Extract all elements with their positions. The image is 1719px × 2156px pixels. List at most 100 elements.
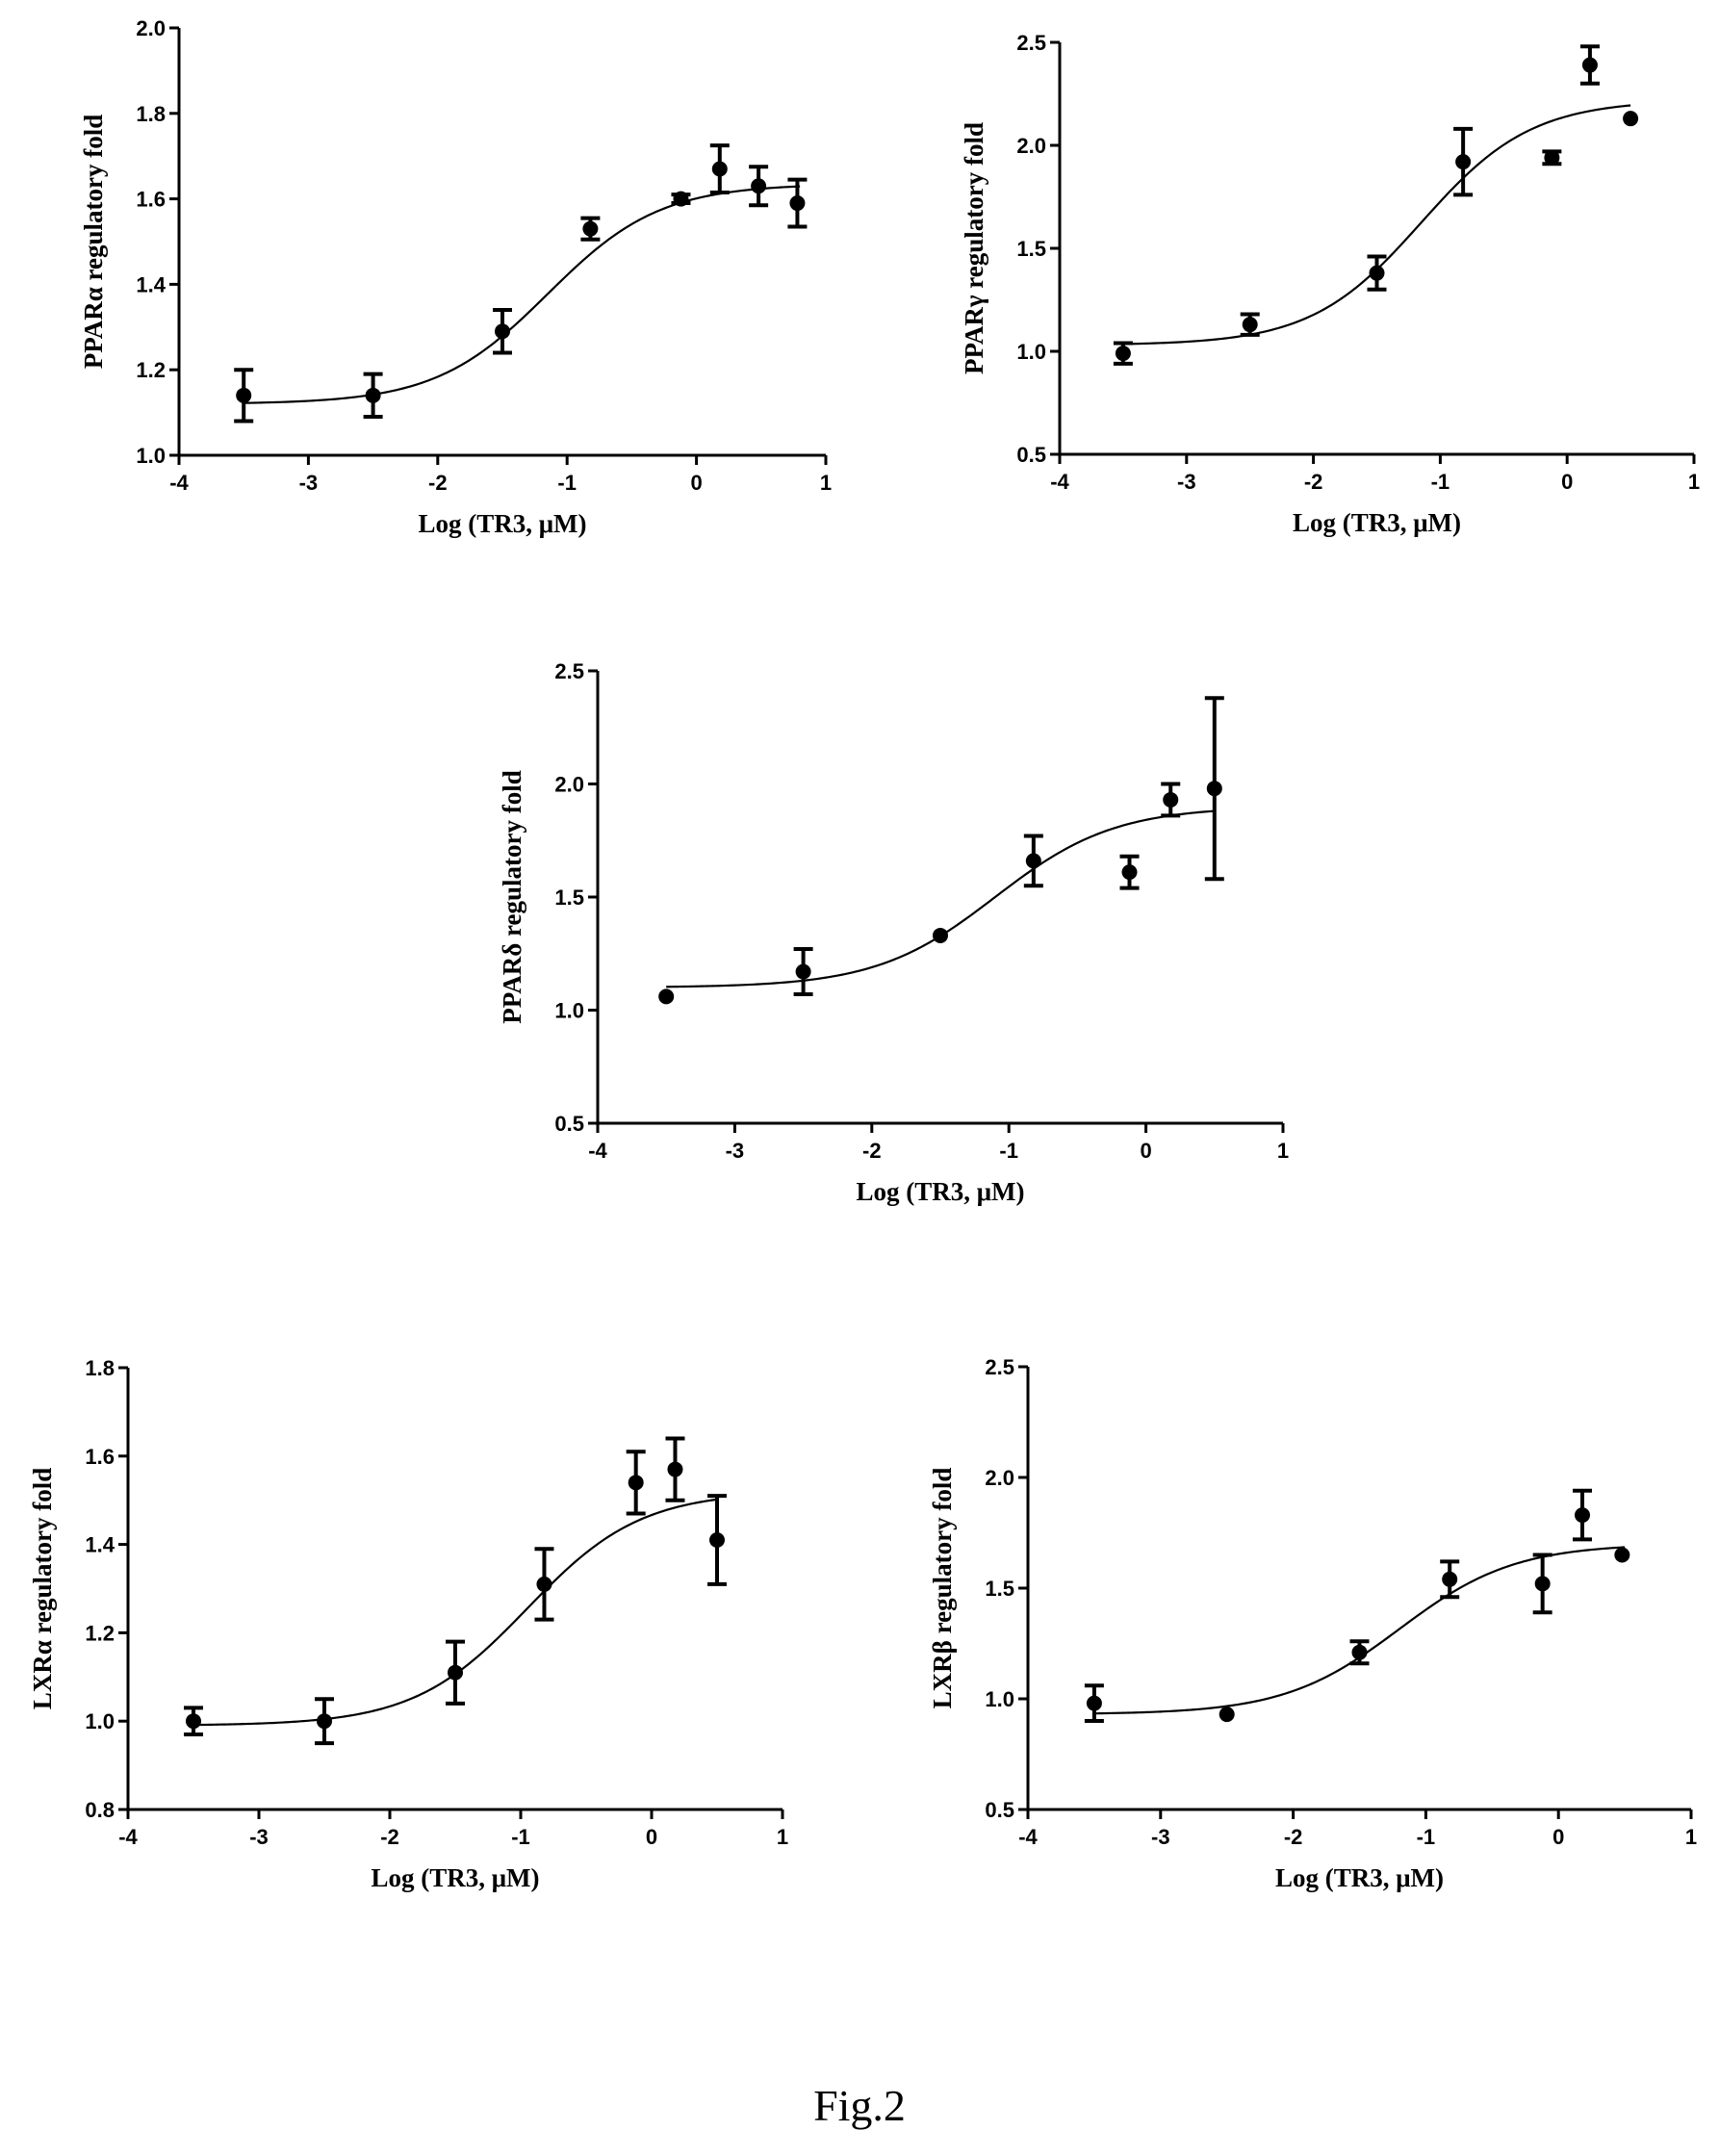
x-tick-label: 0 bbox=[1561, 470, 1573, 494]
fit-curve bbox=[1122, 104, 1631, 346]
x-tick-label: -1 bbox=[1431, 470, 1450, 494]
data-point bbox=[787, 177, 808, 229]
x-tick-label: -2 bbox=[380, 1825, 399, 1849]
x-tick-label: -1 bbox=[999, 1139, 1018, 1163]
x-tick-label: 1 bbox=[1685, 1825, 1697, 1849]
y-tick-label: 1.4 bbox=[85, 1533, 115, 1557]
y-tick-label: 1.8 bbox=[136, 102, 166, 126]
point-marker bbox=[709, 1532, 725, 1549]
x-axis-title: Log (TR3, μM) bbox=[1275, 1863, 1444, 1892]
point-marker bbox=[495, 323, 510, 340]
y-tick-label: 1.6 bbox=[85, 1445, 115, 1469]
y-tick-label: 2.0 bbox=[136, 16, 166, 40]
y-axis-title: PPARγ regulatory fold bbox=[960, 122, 988, 374]
x-tick-label: -2 bbox=[1284, 1825, 1303, 1849]
point-marker bbox=[667, 1461, 683, 1477]
point-marker bbox=[1206, 781, 1222, 797]
data-point bbox=[1453, 126, 1474, 197]
x-tick-label: -1 bbox=[511, 1825, 530, 1849]
x-tick-label: -1 bbox=[1417, 1825, 1436, 1849]
data-point bbox=[534, 1547, 554, 1622]
point-marker bbox=[186, 1713, 201, 1730]
point-marker bbox=[1614, 1547, 1630, 1563]
fit-curve bbox=[1093, 1546, 1626, 1715]
data-point bbox=[933, 927, 948, 943]
data-point bbox=[1623, 111, 1639, 127]
point-marker bbox=[711, 161, 728, 177]
x-tick-label: -2 bbox=[1304, 470, 1323, 494]
data-point bbox=[493, 308, 512, 355]
point-marker bbox=[1369, 265, 1385, 281]
point-marker bbox=[582, 220, 599, 237]
point-marker bbox=[673, 191, 689, 207]
point-marker bbox=[658, 988, 675, 1005]
chart-ppar-delta: 0.5 1.0 1.5 2.0 2.5 -4 -3 -2 -1 0 1 Log (TR3, μM) PP… bbox=[498, 659, 1289, 1206]
point-marker bbox=[1351, 1644, 1368, 1660]
data-point bbox=[749, 165, 769, 208]
data-point bbox=[446, 1639, 465, 1706]
data-point bbox=[315, 1697, 334, 1746]
point-marker bbox=[317, 1713, 332, 1730]
x-tick-label: -3 bbox=[299, 471, 319, 495]
x-tick-label: -3 bbox=[1177, 470, 1196, 494]
point-marker bbox=[536, 1576, 552, 1592]
y-tick-label: 1.0 bbox=[985, 1687, 1014, 1711]
x-tick-label: -4 bbox=[118, 1825, 138, 1849]
x-axis-title: Log (TR3, μM) bbox=[371, 1863, 539, 1892]
data-point bbox=[658, 988, 675, 1005]
point-marker bbox=[1442, 1571, 1458, 1587]
data-point bbox=[1240, 312, 1260, 337]
point-marker bbox=[365, 387, 381, 403]
x-tick-label: 1 bbox=[820, 471, 832, 495]
data-point bbox=[363, 372, 383, 420]
y-axis-title: PPARδ regulatory fold bbox=[498, 770, 526, 1023]
x-tick-label: 1 bbox=[1688, 470, 1700, 494]
x-tick-label: -4 bbox=[588, 1139, 607, 1163]
figure-caption: Fig.2 bbox=[813, 2081, 906, 2130]
point-marker bbox=[1115, 346, 1131, 362]
y-tick-label: 2.0 bbox=[554, 773, 584, 797]
x-tick-label: 0 bbox=[1140, 1139, 1151, 1163]
y-tick-label: 1.0 bbox=[1016, 340, 1046, 364]
point-marker bbox=[1242, 317, 1258, 333]
x-tick-label: -3 bbox=[249, 1825, 269, 1849]
data-point bbox=[1349, 1639, 1370, 1666]
point-marker bbox=[1121, 864, 1138, 881]
x-tick-label: -4 bbox=[169, 471, 189, 495]
point-marker bbox=[236, 387, 252, 403]
chart-lxr-beta: 0.5 1.0 1.5 2.0 2.5 -4 -3 -2 -1 0 1 Log (TR3, μM) LX… bbox=[928, 1355, 1697, 1892]
data-point bbox=[707, 1494, 727, 1586]
x-tick-label: 0 bbox=[646, 1825, 657, 1849]
data-point bbox=[1023, 834, 1043, 888]
x-tick-label: -4 bbox=[1050, 470, 1069, 494]
x-tick-label: -2 bbox=[428, 471, 448, 495]
point-marker bbox=[1455, 154, 1472, 170]
x-tick-label: -1 bbox=[557, 471, 577, 495]
data-point bbox=[793, 947, 813, 997]
point-marker bbox=[789, 195, 806, 212]
y-tick-label: 1.0 bbox=[554, 999, 584, 1023]
point-marker bbox=[933, 927, 948, 943]
point-marker bbox=[1086, 1695, 1102, 1711]
y-tick-label: 2.0 bbox=[1016, 134, 1046, 158]
data-point bbox=[709, 143, 730, 194]
point-marker bbox=[1544, 149, 1560, 166]
data-point bbox=[580, 216, 601, 242]
y-tick-label: 2.5 bbox=[1016, 31, 1046, 55]
data-point bbox=[1219, 1707, 1235, 1723]
chart-lxr-alpha: 0.8 1.0 1.2 1.4 1.6 1.8 -4 -3 -2 -1 0 1 Log (TR3, μM… bbox=[28, 1356, 788, 1892]
y-tick-label: 1.2 bbox=[136, 358, 166, 382]
point-marker bbox=[1163, 791, 1179, 808]
fit-curve bbox=[666, 809, 1215, 988]
y-tick-label: 0.5 bbox=[1016, 443, 1046, 467]
x-tick-label: 0 bbox=[1552, 1825, 1564, 1849]
point-marker bbox=[1534, 1576, 1551, 1592]
y-tick-label: 1.4 bbox=[136, 272, 166, 296]
point-marker bbox=[1575, 1507, 1591, 1524]
y-axis-title: LXRα regulatory fold bbox=[28, 1468, 57, 1710]
data-point bbox=[1579, 44, 1600, 86]
x-tick-label: -3 bbox=[726, 1139, 745, 1163]
y-axis-title: LXRβ regulatory fold bbox=[928, 1468, 957, 1709]
x-tick-label: -3 bbox=[1151, 1825, 1170, 1849]
point-marker bbox=[1219, 1707, 1235, 1723]
